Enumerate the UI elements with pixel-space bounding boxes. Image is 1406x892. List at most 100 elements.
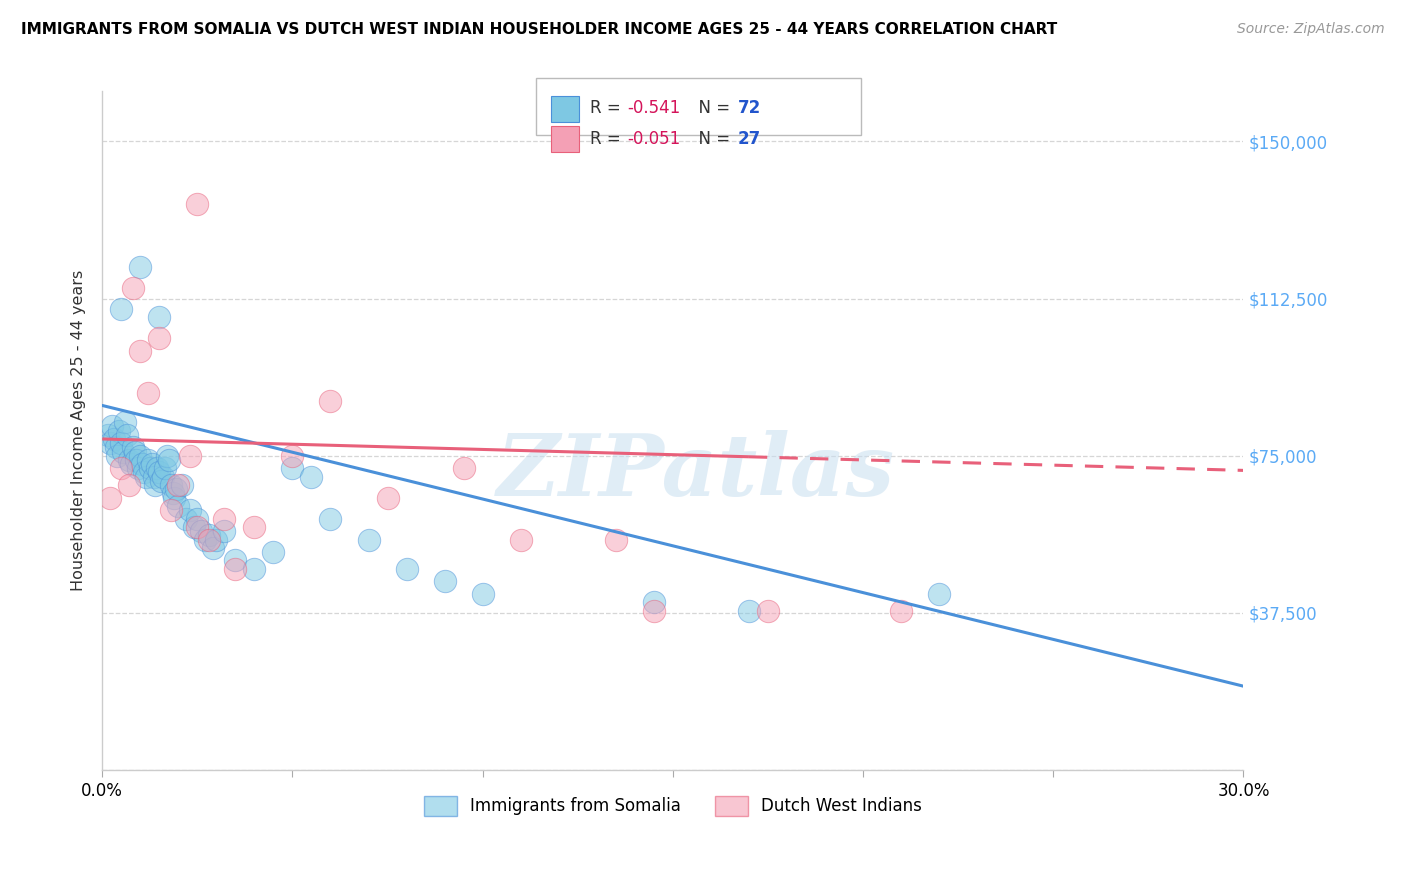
Point — [108, 424, 131, 438]
FancyBboxPatch shape — [551, 127, 579, 153]
Point — [201, 541, 224, 555]
Point — [262, 545, 284, 559]
Point — [127, 461, 149, 475]
Point — [135, 469, 157, 483]
Point — [112, 444, 135, 458]
Point — [110, 436, 132, 450]
Point — [150, 474, 173, 488]
Point — [186, 511, 208, 525]
Point — [110, 461, 132, 475]
Point — [98, 436, 121, 450]
Point — [319, 394, 342, 409]
Text: N =: N = — [688, 99, 735, 117]
Y-axis label: Householder Income Ages 25 - 44 years: Householder Income Ages 25 - 44 years — [72, 270, 86, 591]
Point — [141, 457, 163, 471]
Point — [212, 511, 235, 525]
Point — [643, 604, 665, 618]
Point — [179, 449, 201, 463]
Point — [190, 524, 212, 538]
Point — [136, 385, 159, 400]
Point — [281, 461, 304, 475]
Point — [395, 562, 418, 576]
Point — [163, 491, 186, 505]
Point — [471, 587, 494, 601]
Point — [142, 469, 165, 483]
Point — [153, 461, 176, 475]
Point — [224, 553, 246, 567]
Point — [377, 491, 399, 505]
Point — [124, 444, 146, 458]
Point — [129, 343, 152, 358]
Point — [115, 427, 138, 442]
Point — [890, 604, 912, 618]
Point — [179, 503, 201, 517]
Text: ZIPatlas: ZIPatlas — [496, 430, 894, 513]
FancyBboxPatch shape — [536, 78, 860, 136]
Point — [114, 415, 136, 429]
Point — [167, 478, 190, 492]
Point — [183, 520, 205, 534]
Point — [148, 466, 170, 480]
Point — [98, 491, 121, 505]
Point — [174, 511, 197, 525]
Point — [509, 533, 531, 547]
Text: 27: 27 — [738, 129, 761, 148]
Point — [148, 310, 170, 325]
Point — [139, 461, 162, 475]
Point — [107, 449, 129, 463]
Point — [301, 469, 323, 483]
Point — [165, 482, 187, 496]
Point — [145, 478, 167, 492]
Point — [197, 533, 219, 547]
Point — [129, 449, 152, 463]
Point — [186, 520, 208, 534]
Point — [129, 260, 152, 275]
Text: IMMIGRANTS FROM SOMALIA VS DUTCH WEST INDIAN HOUSEHOLDER INCOME AGES 25 - 44 YEA: IMMIGRANTS FROM SOMALIA VS DUTCH WEST IN… — [21, 22, 1057, 37]
Point — [167, 499, 190, 513]
Text: -0.541: -0.541 — [627, 99, 681, 117]
Point — [121, 281, 143, 295]
Point — [186, 197, 208, 211]
Legend: Immigrants from Somalia, Dutch West Indians: Immigrants from Somalia, Dutch West Indi… — [418, 789, 929, 822]
Point — [104, 441, 127, 455]
Point — [121, 441, 143, 455]
Text: N =: N = — [688, 129, 735, 148]
Point — [97, 427, 120, 442]
Point — [103, 432, 125, 446]
Text: 72: 72 — [738, 99, 761, 117]
Point — [453, 461, 475, 475]
Point — [156, 449, 179, 463]
Point — [756, 604, 779, 618]
Point — [118, 453, 141, 467]
Point — [194, 533, 217, 547]
Point — [433, 574, 456, 589]
Point — [162, 486, 184, 500]
Point — [357, 533, 380, 547]
Point — [132, 466, 155, 480]
Text: R =: R = — [589, 129, 626, 148]
Point — [243, 520, 266, 534]
Point — [224, 562, 246, 576]
Point — [172, 478, 194, 492]
Point — [152, 469, 174, 483]
Point — [131, 457, 153, 471]
Point — [157, 453, 180, 467]
Point — [120, 457, 142, 471]
Point — [197, 528, 219, 542]
Point — [136, 453, 159, 467]
Point — [100, 419, 122, 434]
Point — [319, 511, 342, 525]
Point — [125, 453, 148, 467]
Point — [243, 562, 266, 576]
Point — [605, 533, 627, 547]
Point — [159, 503, 181, 517]
Point — [205, 533, 228, 547]
Point — [118, 478, 141, 492]
Point — [159, 478, 181, 492]
Point — [928, 587, 950, 601]
Point — [281, 449, 304, 463]
Point — [148, 331, 170, 345]
Point — [738, 604, 761, 618]
Point — [643, 595, 665, 609]
Text: Source: ZipAtlas.com: Source: ZipAtlas.com — [1237, 22, 1385, 37]
